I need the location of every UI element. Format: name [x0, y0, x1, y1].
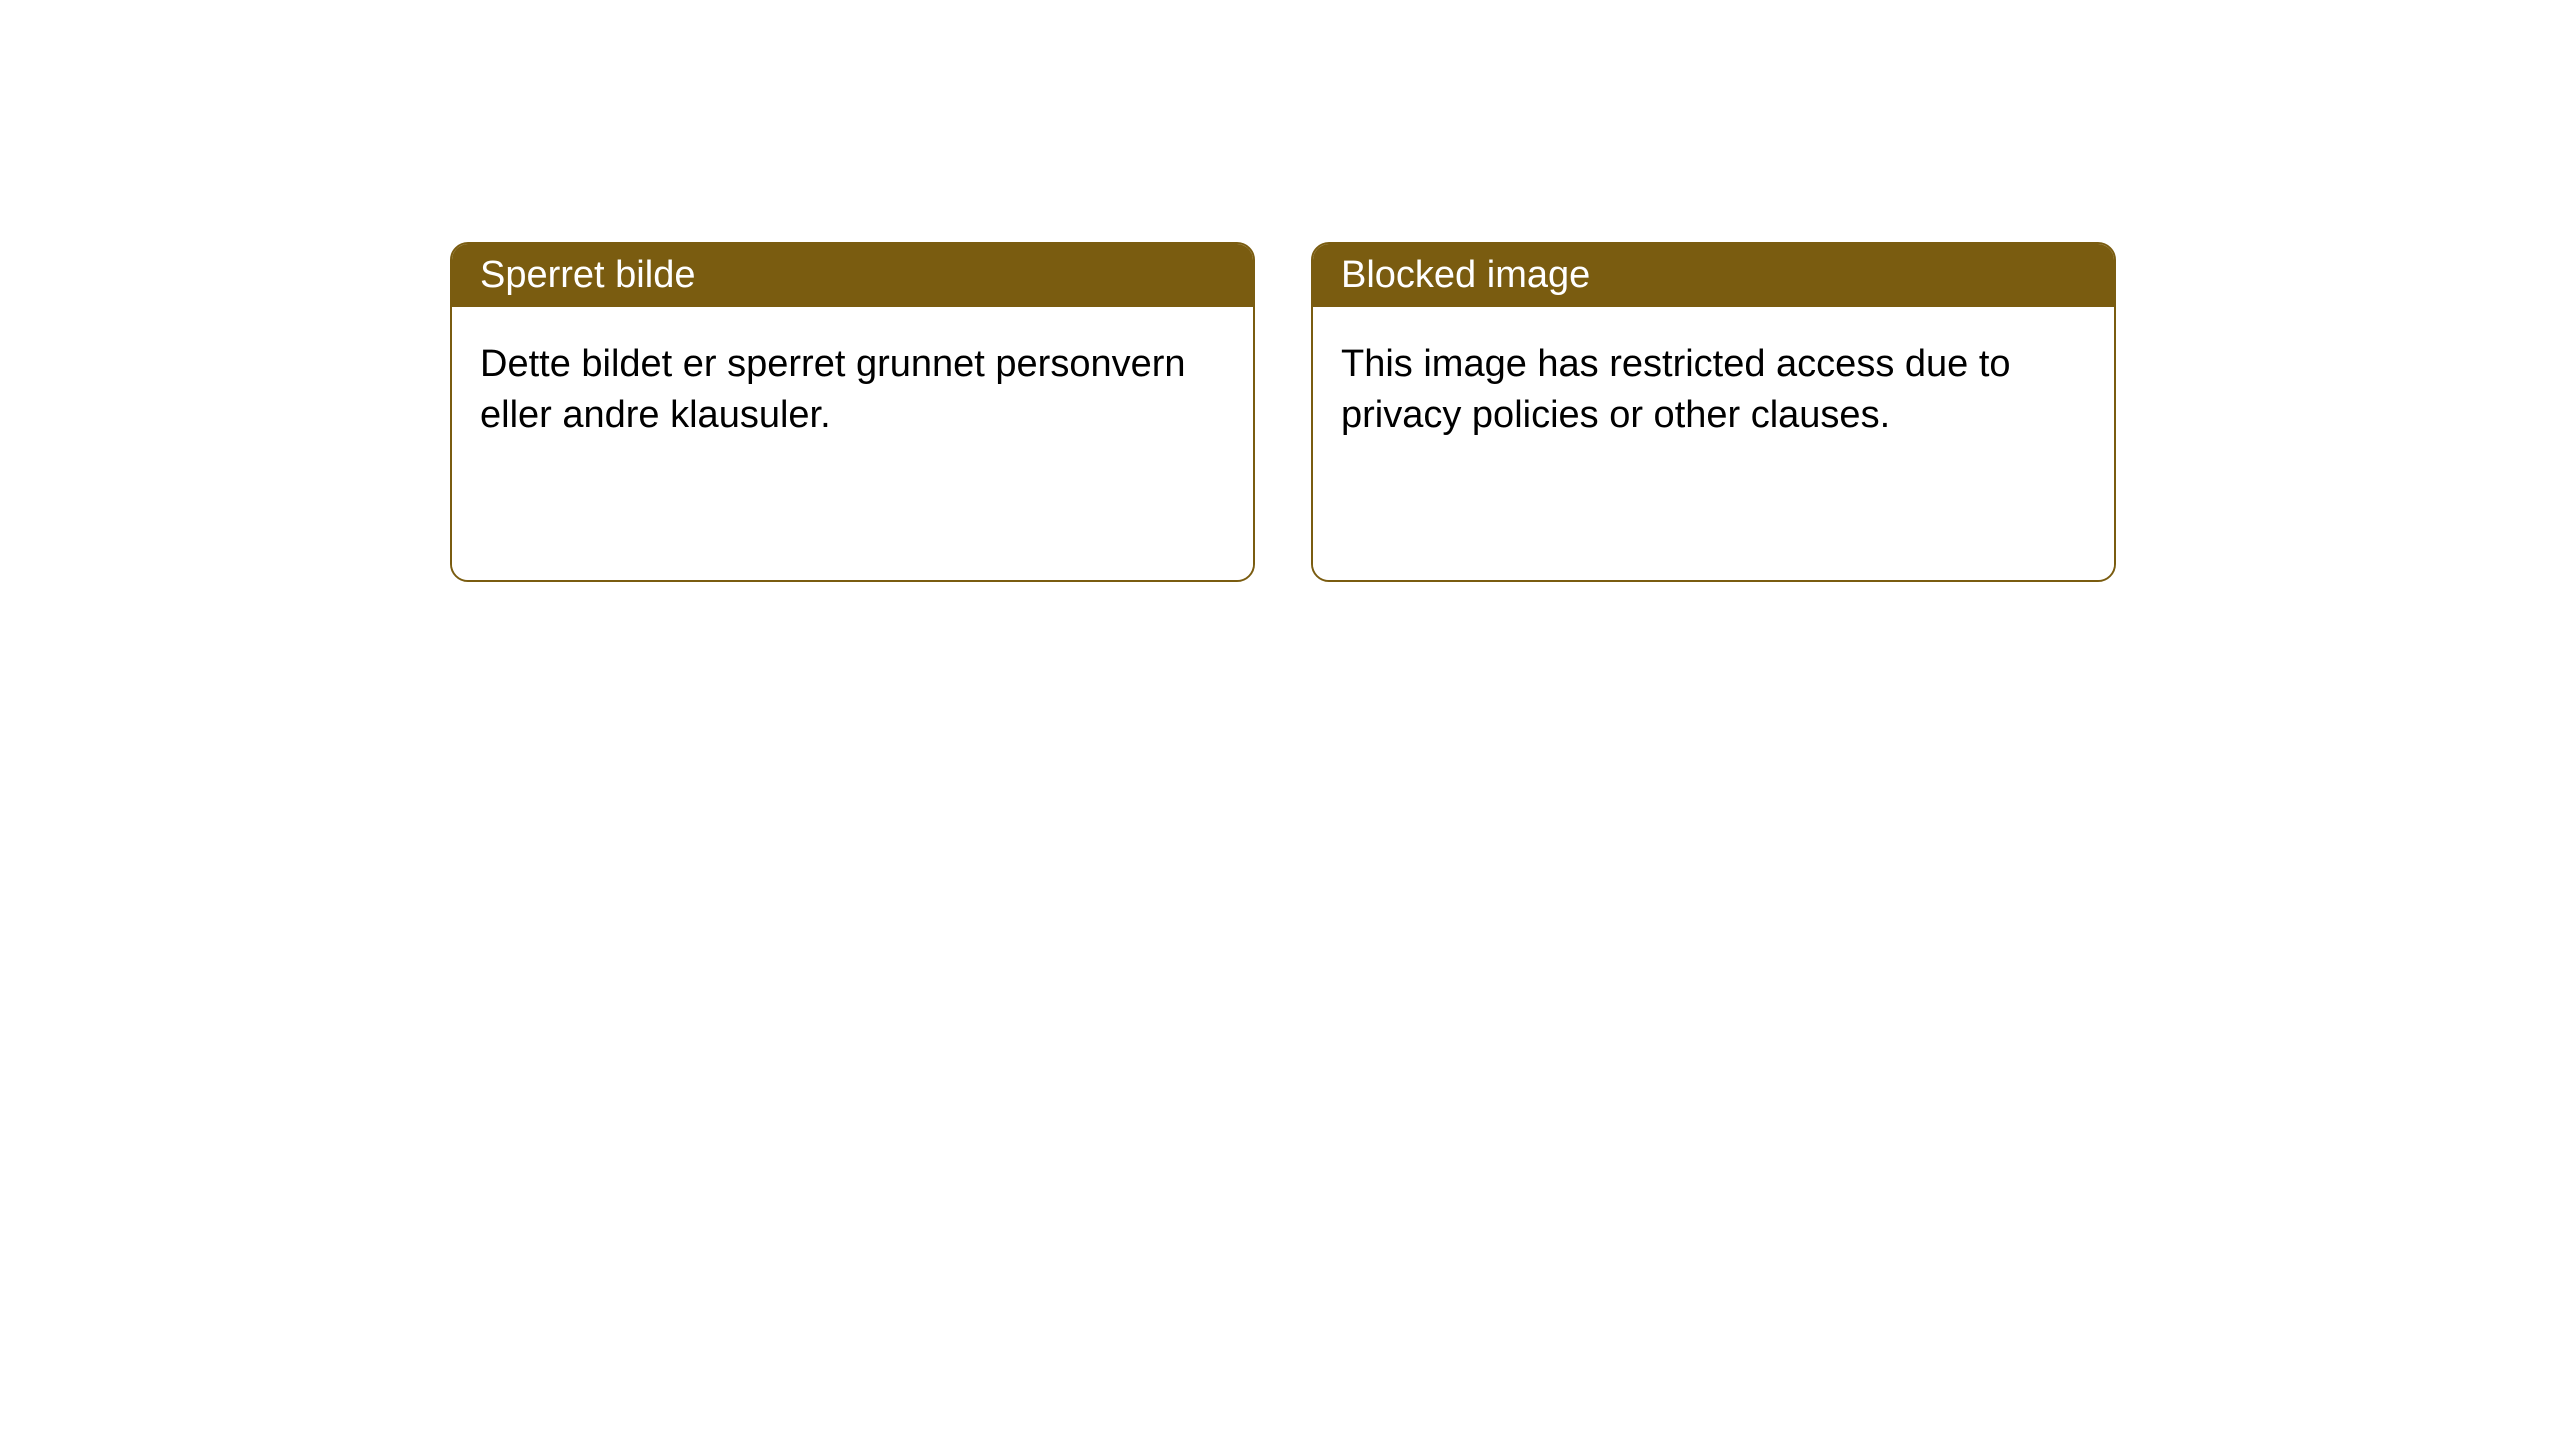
notice-body-no: Dette bildet er sperret grunnet personve…	[452, 307, 1253, 580]
notice-header-no: Sperret bilde	[452, 244, 1253, 307]
notice-container: Sperret bilde Dette bildet er sperret gr…	[450, 242, 2116, 582]
notice-card-no: Sperret bilde Dette bildet er sperret gr…	[450, 242, 1255, 582]
notice-body-en: This image has restricted access due to …	[1313, 307, 2114, 580]
notice-card-en: Blocked image This image has restricted …	[1311, 242, 2116, 582]
notice-header-en: Blocked image	[1313, 244, 2114, 307]
